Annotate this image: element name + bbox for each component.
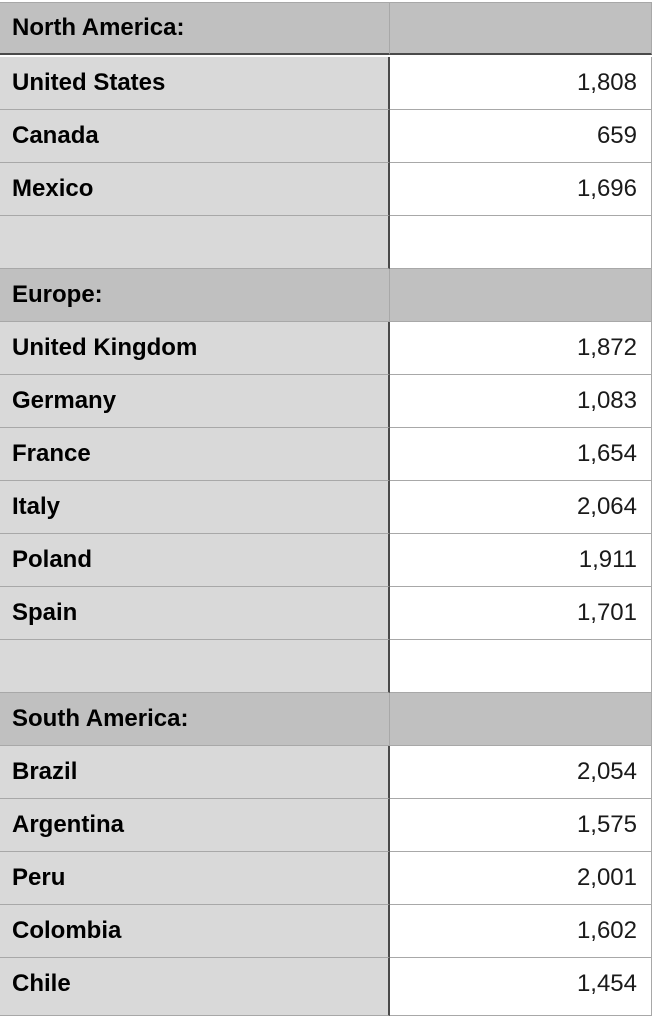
section-title-cell[interactable]: Europe: xyxy=(0,269,390,322)
value-cell[interactable]: 1,575 xyxy=(390,799,652,852)
empty-value-cell[interactable] xyxy=(390,216,652,269)
table-row[interactable]: Peru 2,001 xyxy=(0,852,652,905)
section-header-row[interactable]: Europe: xyxy=(0,269,652,322)
empty-row[interactable] xyxy=(0,216,652,269)
value-cell[interactable]: 1,911 xyxy=(390,534,652,587)
empty-value-cell[interactable] xyxy=(390,3,652,55)
table-row[interactable]: Brazil 2,054 xyxy=(0,746,652,799)
table-row[interactable]: Poland 1,911 xyxy=(0,534,652,587)
value-cell[interactable]: 1,454 xyxy=(390,958,652,1016)
value-cell[interactable]: 1,872 xyxy=(390,322,652,375)
value-cell[interactable]: 1,696 xyxy=(390,163,652,216)
country-cell[interactable]: Brazil xyxy=(0,746,390,799)
country-cell[interactable]: United Kingdom xyxy=(0,322,390,375)
value-cell[interactable]: 1,654 xyxy=(390,428,652,481)
empty-value-cell[interactable] xyxy=(390,640,652,693)
table-row[interactable]: Mexico 1,696 xyxy=(0,163,652,216)
table-row[interactable]: Spain 1,701 xyxy=(0,587,652,640)
empty-value-cell[interactable] xyxy=(390,269,652,322)
section-title-cell[interactable]: North America: xyxy=(0,3,390,55)
country-cell[interactable]: Colombia xyxy=(0,905,390,958)
table-row[interactable]: Colombia 1,602 xyxy=(0,905,652,958)
country-cell[interactable]: Peru xyxy=(0,852,390,905)
empty-label-cell[interactable] xyxy=(0,216,390,269)
country-cell[interactable]: Argentina xyxy=(0,799,390,852)
value-cell[interactable]: 2,054 xyxy=(390,746,652,799)
country-cell[interactable]: Germany xyxy=(0,375,390,428)
table-row[interactable]: Germany 1,083 xyxy=(0,375,652,428)
section-header-row[interactable]: South America: xyxy=(0,693,652,746)
value-cell[interactable]: 1,701 xyxy=(390,587,652,640)
value-cell[interactable]: 1,602 xyxy=(390,905,652,958)
value-cell[interactable]: 2,064 xyxy=(390,481,652,534)
country-cell[interactable]: Mexico xyxy=(0,163,390,216)
country-cell[interactable]: United States xyxy=(0,57,390,110)
country-cell[interactable]: France xyxy=(0,428,390,481)
table-row[interactable]: United States 1,808 xyxy=(0,57,652,110)
empty-label-cell[interactable] xyxy=(0,640,390,693)
country-cell[interactable]: Canada xyxy=(0,110,390,163)
country-cell[interactable]: Chile xyxy=(0,958,390,1016)
empty-row[interactable] xyxy=(0,640,652,693)
table-row[interactable]: Argentina 1,575 xyxy=(0,799,652,852)
value-cell[interactable]: 2,001 xyxy=(390,852,652,905)
table-row[interactable]: Italy 2,064 xyxy=(0,481,652,534)
empty-value-cell[interactable] xyxy=(390,693,652,746)
country-cell[interactable]: Poland xyxy=(0,534,390,587)
country-cell[interactable]: Spain xyxy=(0,587,390,640)
table-row[interactable]: United Kingdom 1,872 xyxy=(0,322,652,375)
section-title-cell[interactable]: South America: xyxy=(0,693,390,746)
country-cell[interactable]: Italy xyxy=(0,481,390,534)
value-cell[interactable]: 1,083 xyxy=(390,375,652,428)
table-row[interactable]: Canada 659 xyxy=(0,110,652,163)
section-header-row[interactable]: North America: xyxy=(0,2,652,55)
table-row[interactable]: Chile 1,454 xyxy=(0,958,652,1016)
value-cell[interactable]: 659 xyxy=(390,110,652,163)
value-cell[interactable]: 1,808 xyxy=(390,57,652,110)
table-row[interactable]: France 1,654 xyxy=(0,428,652,481)
